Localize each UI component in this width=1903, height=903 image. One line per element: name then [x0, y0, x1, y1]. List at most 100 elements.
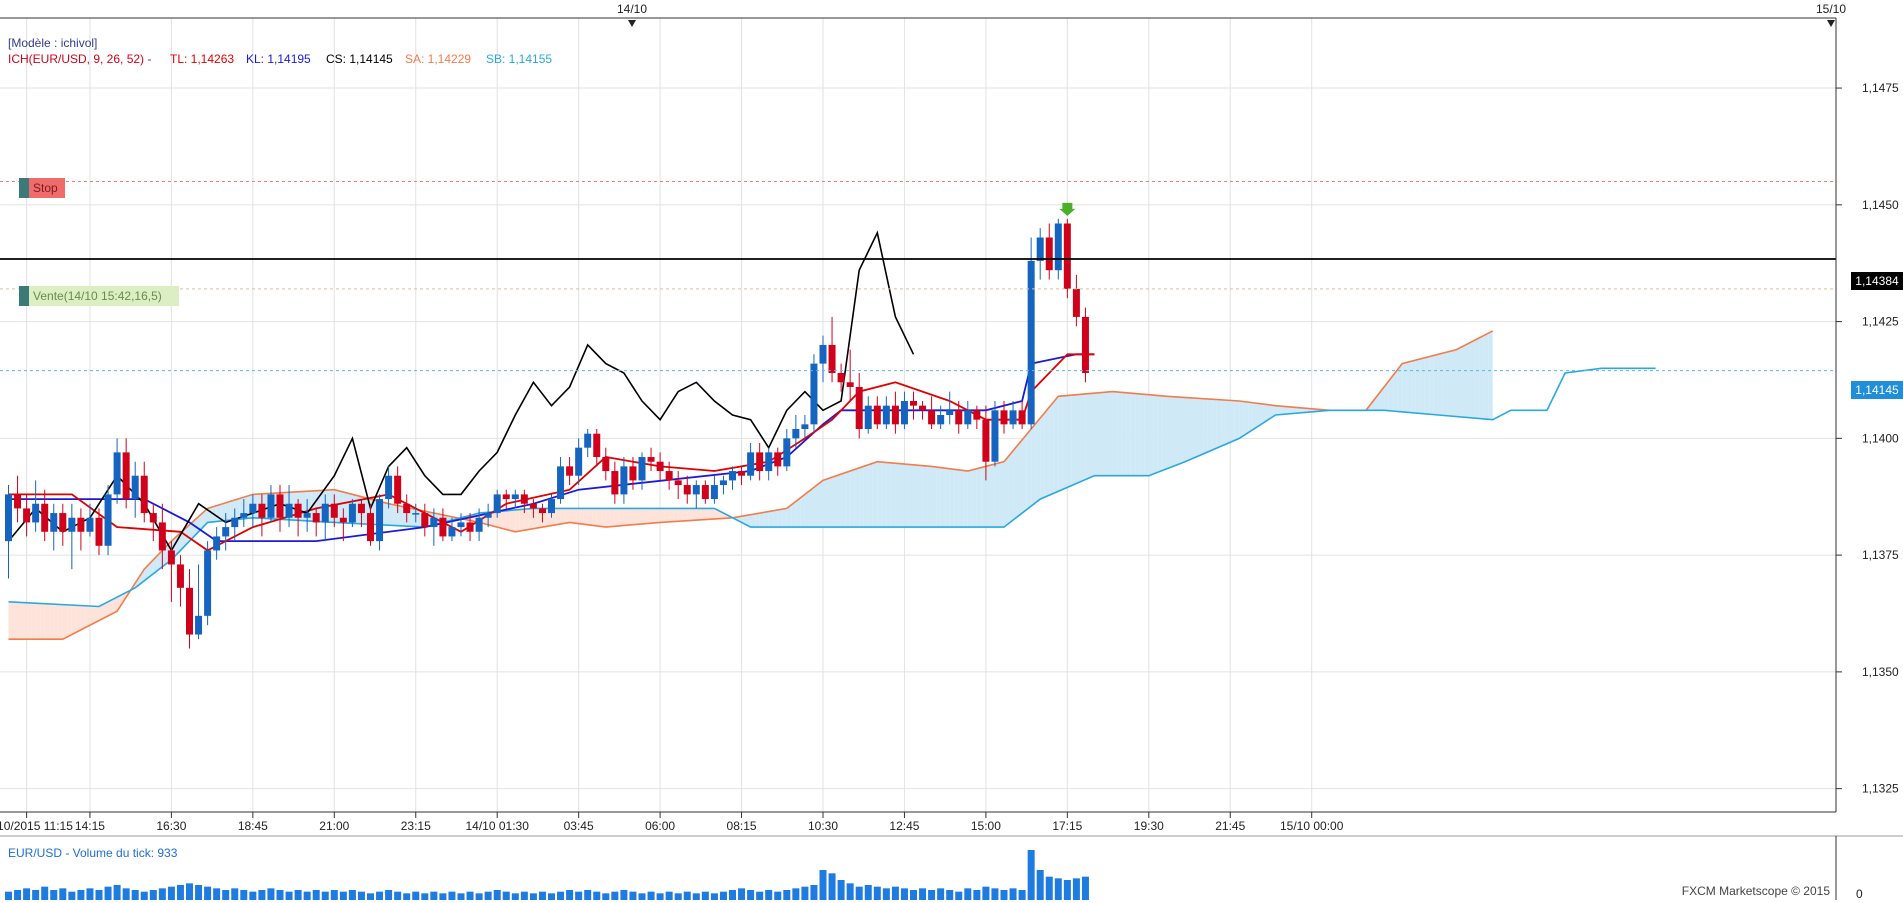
- volume-bar: [59, 888, 67, 900]
- volume-bar: [928, 890, 936, 900]
- candle-body: [1045, 237, 1053, 271]
- volume-bar: [982, 886, 990, 900]
- volume-bar: [511, 893, 519, 900]
- cloud-segment: [1270, 405, 1276, 418]
- volume-bar: [77, 890, 85, 900]
- cloud-segment: [605, 508, 611, 528]
- cloud-segment: [207, 507, 213, 523]
- sell-tag-box[interactable]: [29, 286, 179, 306]
- candle-body: [23, 508, 31, 523]
- volume-bar: [828, 873, 836, 900]
- cloud-segment: [1302, 407, 1308, 413]
- cloud-segment: [999, 461, 1004, 528]
- cloud-segment: [899, 463, 905, 528]
- candle-body: [692, 485, 700, 495]
- sell-order-tag[interactable]: Vente(14/10 15:42,16,5): [19, 286, 179, 306]
- candle-body: [249, 503, 257, 514]
- volume-bar: [176, 885, 184, 900]
- candle-body: [548, 499, 555, 514]
- candle-body: [982, 419, 990, 462]
- candle-body: [77, 517, 85, 532]
- cloud-segment: [1402, 362, 1407, 413]
- cloud-segment: [1234, 400, 1240, 441]
- cloud-segment: [759, 512, 765, 528]
- cloud-segment: [881, 462, 887, 528]
- volume-bar: [738, 888, 746, 900]
- cloud-segment: [388, 503, 394, 526]
- volume-bar: [1027, 850, 1035, 900]
- candle-body: [14, 494, 22, 509]
- candle-body: [131, 475, 139, 500]
- cloud-segment: [139, 569, 145, 585]
- cloud-segment: [841, 472, 846, 528]
- cloud-segment: [35, 603, 41, 640]
- cloud-segment: [1388, 375, 1394, 412]
- candle-body: [186, 587, 193, 635]
- indicator-legend: [Modèle : ichivol] ICH(EUR/USD, 9, 26, 5…: [8, 36, 552, 66]
- cloud-segment: [1230, 400, 1235, 443]
- cloud-segment: [44, 603, 50, 640]
- volume-bar: [611, 891, 619, 900]
- cloud-segment: [1433, 354, 1439, 415]
- cloud-segment: [614, 508, 620, 527]
- cloud-segment: [1424, 356, 1430, 415]
- price-tick-label: 1,1325: [1862, 782, 1899, 796]
- cloud-segment: [1447, 350, 1452, 417]
- cloud-segment: [62, 604, 68, 640]
- volume-bar: [249, 891, 257, 900]
- cloud-segment: [1293, 407, 1299, 414]
- cloud-segment: [1139, 393, 1145, 476]
- cloud-segment: [1062, 395, 1068, 490]
- stop-tag-box[interactable]: [29, 178, 65, 198]
- volume-bar: [475, 893, 483, 900]
- cloud-segment: [1479, 335, 1484, 419]
- cloud-segment: [1017, 439, 1023, 517]
- candle-body: [973, 410, 981, 420]
- sell-tag-handle[interactable]: [19, 286, 29, 306]
- legend-ich: ICH(EUR/USD, 9, 26, 52) -: [8, 52, 151, 66]
- candle-body: [756, 452, 764, 472]
- candle-body: [855, 386, 863, 430]
- cloud-segment: [1451, 349, 1457, 417]
- volume-bar: [973, 890, 981, 900]
- cloud-segment: [1415, 358, 1421, 414]
- cloud-segment: [705, 508, 710, 520]
- current-price-box: [1851, 272, 1903, 290]
- cloud-segment: [786, 504, 792, 528]
- cloud-segment: [411, 508, 416, 527]
- cloud-segment: [963, 470, 968, 528]
- cloud-segment: [1456, 347, 1462, 417]
- volume-bar: [792, 888, 800, 900]
- volume-bar: [186, 883, 193, 900]
- cloud-segment: [506, 510, 511, 531]
- candle-body: [484, 513, 492, 518]
- credit-text: FXCM Marketscope © 2015: [1682, 884, 1831, 898]
- cloud-segment: [691, 508, 697, 521]
- cloud-segment: [1216, 399, 1222, 449]
- cloud-segment: [655, 508, 661, 523]
- stop-order-tag[interactable]: Stop: [19, 178, 65, 198]
- volume-bar: [584, 890, 592, 900]
- cloud-segment: [1370, 398, 1376, 411]
- volume-bar: [602, 893, 610, 900]
- cloud-segment: [994, 462, 1000, 528]
- cloud-segment: [1474, 337, 1480, 419]
- cloud-segment: [1461, 344, 1466, 418]
- cloud-segment: [338, 490, 344, 523]
- cloud-segment: [845, 471, 851, 528]
- volume-bar: [122, 888, 130, 900]
- cloud-segment: [1212, 399, 1217, 451]
- cloud-segment: [827, 477, 833, 528]
- cloud-segment: [184, 524, 190, 546]
- stop-tag-handle[interactable]: [19, 178, 29, 198]
- order-levels[interactable]: [0, 180, 1836, 372]
- candle-body: [765, 452, 773, 472]
- candle-body: [176, 564, 184, 588]
- candle-body: [801, 424, 809, 430]
- volume-bar: [113, 885, 121, 900]
- cloud-segment: [687, 508, 692, 521]
- candle-body: [792, 429, 800, 439]
- cloud-segment: [646, 508, 652, 524]
- sell-tag-label: Vente(14/10 15:42,16,5): [33, 289, 162, 303]
